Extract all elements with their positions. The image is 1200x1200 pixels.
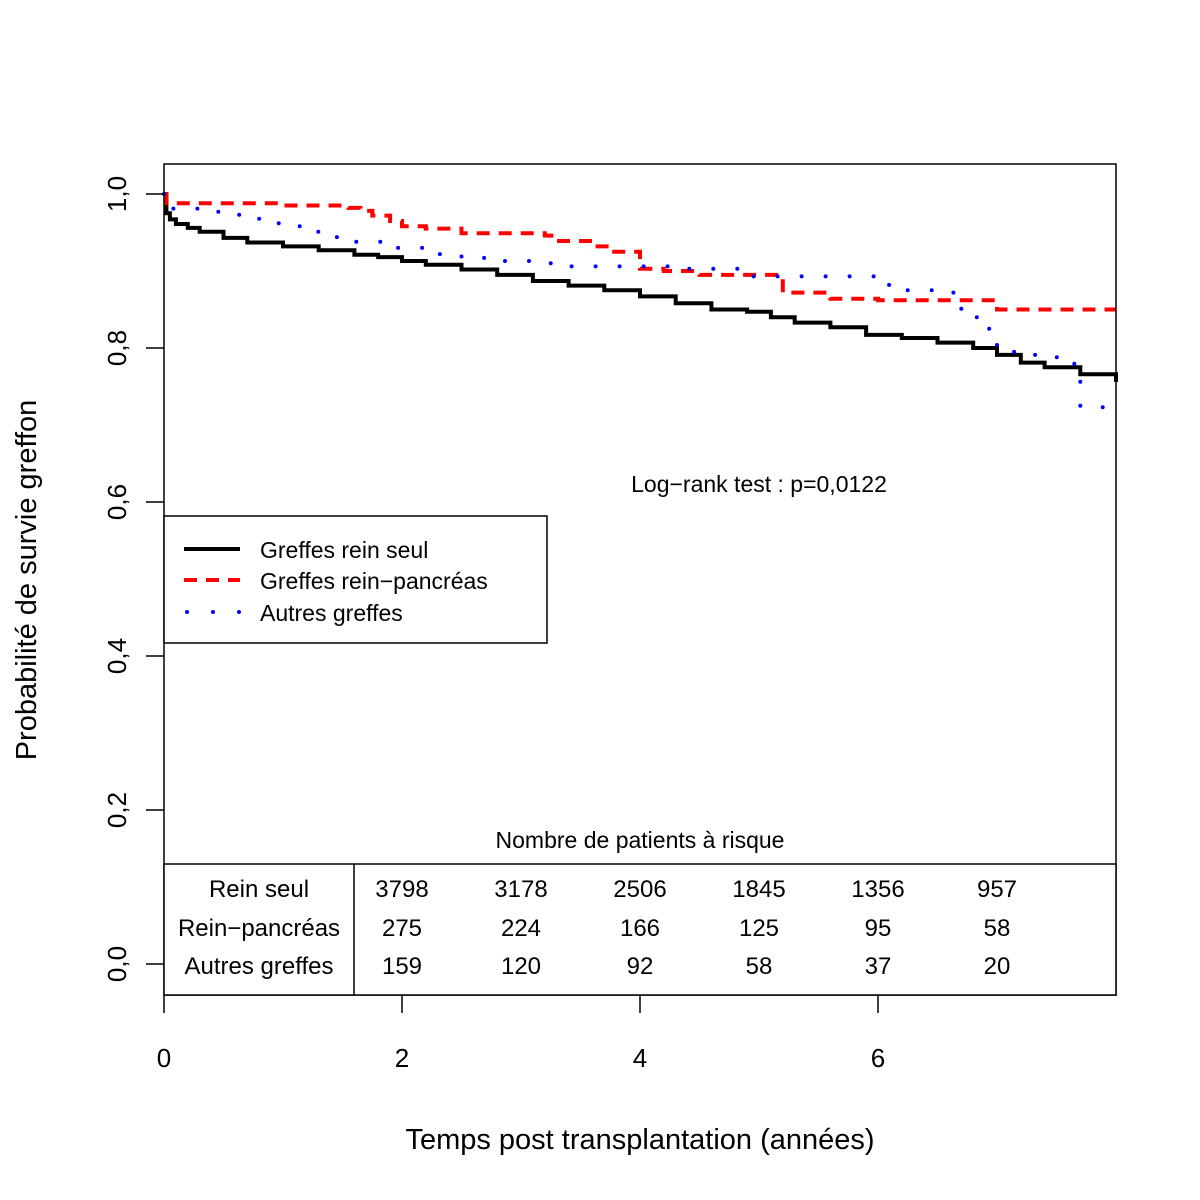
y-tick-label: 0,4 xyxy=(102,638,132,674)
risk-cell: 275 xyxy=(382,915,422,942)
risk-cell: 3178 xyxy=(494,876,547,903)
series-layer xyxy=(162,192,1118,410)
risk-table-title: Nombre de patients à risque xyxy=(496,827,785,853)
x-tick-label: 2 xyxy=(395,1043,409,1073)
risk-cell: 95 xyxy=(865,915,892,942)
x-tick-label: 6 xyxy=(871,1043,885,1073)
risk-table-rows: Rein seul 3798 3178 2506 1845 1356 957 Rein−pan… xyxy=(178,876,1017,980)
risk-cell: 37 xyxy=(865,953,892,980)
series-line-dashed xyxy=(164,192,1116,312)
risk-cell: 159 xyxy=(382,953,422,980)
x-tick-label: 4 xyxy=(633,1043,647,1073)
risk-row-label: Rein seul xyxy=(209,876,309,903)
risk-cell: 2506 xyxy=(613,876,666,903)
logrank-annotation: Log−rank test : p=0,0122 xyxy=(631,471,887,497)
risk-cell: 1356 xyxy=(851,876,904,903)
risk-cell: 58 xyxy=(746,953,773,980)
legend-box xyxy=(163,515,548,644)
risk-table: Nombre de patients à risque Rein seul 379… xyxy=(163,827,1117,996)
risk-cell: 166 xyxy=(620,915,660,942)
risk-cell: 58 xyxy=(984,915,1011,942)
risk-cell: 957 xyxy=(977,876,1017,903)
risk-cell: 1845 xyxy=(732,876,785,903)
risk-cell: 125 xyxy=(739,915,779,942)
legend-label: Greffes rein seul xyxy=(260,537,428,563)
y-tick-label: 1,0 xyxy=(102,176,132,212)
y-axis-title: Probabilité de survie greffon xyxy=(11,400,43,761)
y-tick-label: 0,2 xyxy=(102,792,132,828)
series-line-solid xyxy=(164,192,1118,382)
legend-label: Autres greffes xyxy=(260,600,403,626)
legend-label: Greffes rein−pancréas xyxy=(260,568,488,594)
risk-row-label: Autres greffes xyxy=(185,953,334,980)
legend-item-rein-pancreas: Greffes rein−pancréas xyxy=(184,568,488,594)
risk-cell: 224 xyxy=(501,915,541,942)
risk-row-label: Rein−pancréas xyxy=(178,915,340,942)
x-axis-title: Temps post transplantation (années) xyxy=(405,1124,874,1156)
legend-item-rein-seul: Greffes rein seul xyxy=(184,537,428,563)
y-tick-label: 0,0 xyxy=(102,946,132,982)
legend: Greffes rein seul Greffes rein−pancréas … xyxy=(163,515,548,644)
risk-cell: 3798 xyxy=(375,876,428,903)
risk-cell: 120 xyxy=(501,953,541,980)
y-axis: 0,0 0,2 0,4 0,6 0,8 1,0 xyxy=(102,176,164,982)
risk-table-box xyxy=(163,863,1117,996)
y-tick-label: 0,6 xyxy=(102,484,132,520)
risk-cell: 92 xyxy=(627,953,654,980)
risk-cell: 20 xyxy=(984,953,1011,980)
x-tick-label: 0 xyxy=(157,1043,171,1073)
legend-item-autres-greffes: Autres greffes xyxy=(185,600,403,626)
x-axis: 0 2 4 6 xyxy=(157,995,885,1073)
y-tick-label: 0,8 xyxy=(102,330,132,366)
